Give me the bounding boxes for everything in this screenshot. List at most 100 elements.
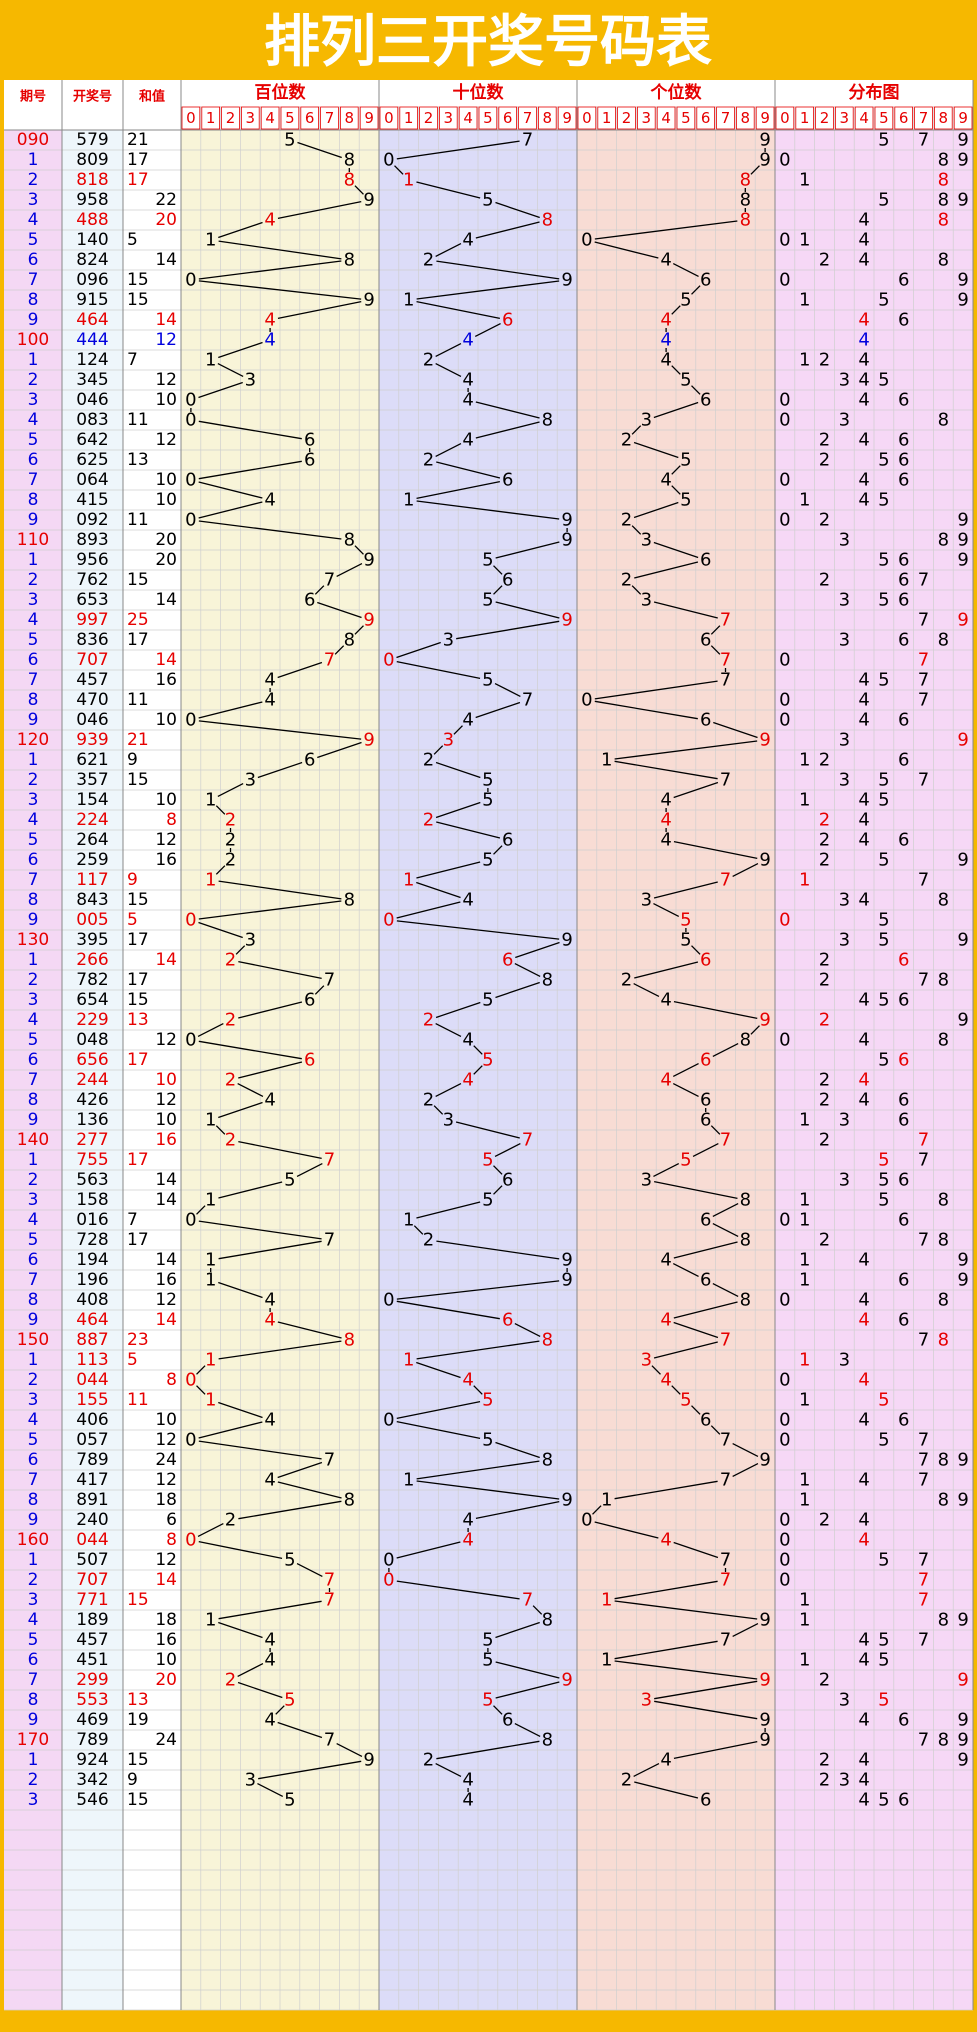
trend-line [515,941,560,959]
trend-digit: 5 [284,1550,295,1571]
trend-line [354,185,364,195]
distribution-digit: 9 [957,270,968,291]
draw-number: 762 [76,570,108,590]
trend-line [633,983,660,997]
trend-digit: 5 [482,590,493,611]
distribution-digit: 6 [898,1110,909,1131]
period: 2 [28,1370,39,1390]
period: 7 [28,1070,39,1090]
distribution-digit: 4 [858,1630,869,1651]
trend-digit: 3 [245,370,256,391]
distribution-digit: 3 [839,1690,850,1711]
title: 排列三开奖号码表 [264,9,712,75]
trend-digit: 4 [462,330,473,351]
trend-digit: 0 [383,650,394,671]
trend-digit: 6 [700,710,711,731]
digit-header-cell [557,106,577,130]
sum: 15 [127,290,149,310]
digit-header-cell [280,106,300,130]
distribution-digit: 3 [839,890,850,911]
distribution-digit: 1 [799,1490,810,1511]
trend-digit: 5 [284,1170,295,1191]
distribution-digit: 9 [957,1730,968,1751]
column-header: 开奖号 [73,89,112,105]
period: 3 [28,590,39,610]
trend-line [732,863,759,877]
distribution-digit: 6 [898,990,909,1011]
sum: 22 [155,190,177,210]
trend-digit: 5 [482,1650,493,1671]
trend-digit: 2 [225,1010,236,1031]
distribution-digit: 0 [779,1530,790,1551]
distribution-digit: 6 [898,1790,909,1811]
distribution-digit: 6 [898,1710,909,1731]
draw-number: 546 [76,1790,108,1810]
sum: 10 [155,1110,177,1130]
trend-line [475,421,540,439]
period: 110 [17,530,49,550]
distribution-digit: 5 [878,790,889,811]
sum: 25 [127,610,149,630]
period: 8 [28,1090,39,1110]
column-header: 期号 [20,90,46,105]
sum: 18 [155,1490,177,1510]
digit-header: 2 [226,109,236,127]
period: 130 [17,930,49,950]
sum: 8 [166,1530,177,1550]
trend-digit: 9 [759,730,770,751]
trend-line [494,683,521,697]
distribution-digit: 6 [898,270,909,291]
trend-line [495,1441,540,1459]
trend-line [238,1500,342,1520]
distribution-digit: 5 [878,550,889,571]
distribution-digit: 4 [858,790,869,811]
distribution-digit: 4 [858,1090,869,1111]
distribution-digit: 2 [819,1510,830,1531]
sum: 11 [127,690,149,710]
draw-number: 064 [76,470,108,490]
trend-line [314,985,325,995]
trend-line [198,1421,263,1439]
trend-line [592,1505,602,1515]
trend-digit: 0 [383,1570,394,1591]
draw-number: 016 [76,1210,108,1230]
trend-line [514,1723,541,1737]
trend-line [750,165,760,175]
trend-digit: 4 [660,470,671,491]
distribution-digit: 7 [918,1570,929,1591]
trend-digit: 5 [482,770,493,791]
distribution-digit: 3 [839,630,850,651]
period: 6 [28,1650,39,1670]
distribution-digit: 8 [938,250,949,271]
digit-header-cell [478,106,498,130]
trend-line [257,1783,284,1797]
digit-header-cell [854,106,874,130]
trend-line [198,460,302,480]
sum: 12 [155,370,177,390]
digit-header: 4 [859,109,869,127]
period: 3 [28,1190,39,1210]
period: 1 [28,550,39,570]
trend-digit: 2 [423,750,434,771]
distribution-digit: 4 [858,830,869,851]
trend-line [634,561,699,579]
digit-header: 0 [780,109,790,127]
period: 4 [28,1010,39,1030]
digit-header-cell [676,106,696,130]
trend-line [218,1621,263,1639]
period: 8 [28,690,39,710]
digit-header-cell [320,106,339,130]
distribution-digit: 2 [819,1670,830,1691]
period: 160 [17,1530,49,1550]
trend-digit: 7 [720,1330,731,1351]
distribution-digit: 8 [938,630,949,651]
draw-number: 642 [76,430,108,450]
trend-digit: 6 [700,1790,711,1811]
digit-header: 6 [701,109,711,127]
draw-number: 158 [76,1190,108,1210]
trend-digit: 1 [403,1210,414,1231]
digit-header-cell [914,106,933,130]
trend-line [456,620,560,640]
distribution-digit: 9 [957,1450,968,1471]
trend-line [495,1681,560,1699]
